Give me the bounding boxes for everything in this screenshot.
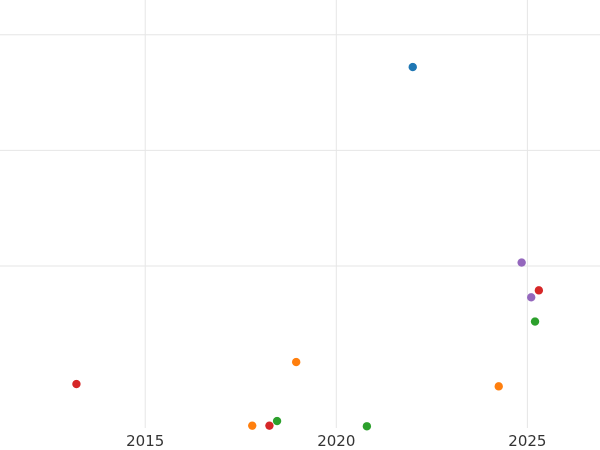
data-point: [517, 258, 526, 267]
data-point: [248, 421, 257, 430]
data-point: [534, 286, 544, 295]
x-tick-label: 2015: [126, 432, 164, 450]
grid-layer: [0, 0, 600, 428]
data-point: [408, 62, 417, 72]
data-point: [72, 379, 81, 389]
data-point: [527, 293, 536, 302]
data-point: [494, 382, 503, 391]
data-point: [291, 357, 301, 367]
data-points-layer: [72, 62, 544, 431]
x-tick-label: 2020: [317, 432, 355, 450]
data-point: [362, 422, 372, 431]
data-point: [265, 421, 274, 430]
data-point: [272, 416, 282, 426]
x-tick-labels-layer: 2015 2020 2025: [126, 432, 546, 450]
x-tick-label: 2025: [508, 432, 546, 450]
data-point: [530, 317, 540, 326]
